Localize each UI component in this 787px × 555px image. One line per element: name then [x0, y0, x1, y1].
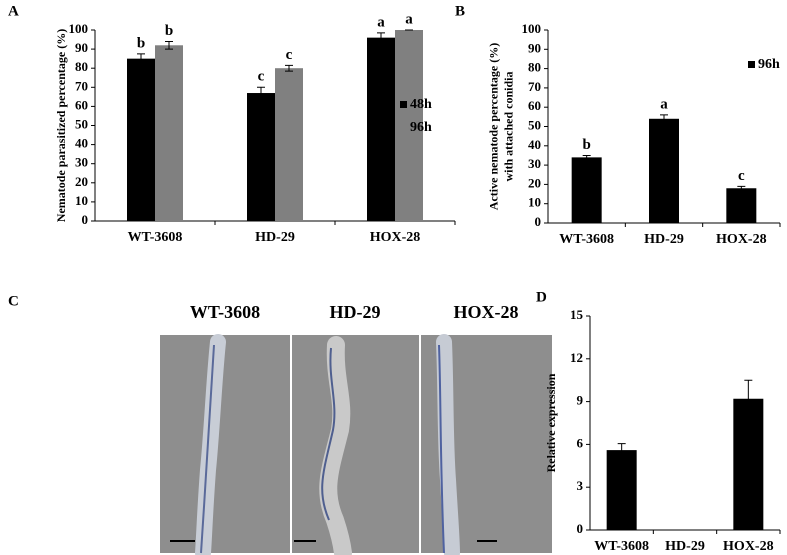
bar — [726, 188, 757, 223]
x-tick-label: HOX-28 — [716, 232, 767, 247]
y-tick-label: 15 — [570, 307, 584, 322]
y-tick-label: 30 — [528, 156, 541, 171]
error-bar — [377, 32, 385, 43]
panel-label: C — [8, 293, 19, 309]
significance-letter: a — [405, 11, 413, 27]
significance-letter: c — [258, 69, 265, 85]
bar — [155, 45, 183, 221]
x-tick-label: HD-29 — [255, 230, 295, 245]
y-tick-label: 100 — [69, 21, 89, 36]
y-tick-label: 70 — [528, 79, 541, 94]
legend-swatch — [400, 101, 407, 108]
bar — [367, 37, 395, 221]
error-bar — [137, 53, 145, 64]
y-tick-label: 50 — [75, 116, 88, 131]
image-title: HOX-28 — [454, 302, 519, 322]
y-tick-label: 20 — [528, 175, 541, 190]
error-bar — [285, 64, 293, 72]
panel-label: A — [8, 3, 19, 19]
error-bar — [617, 443, 626, 458]
significance-letter: c — [738, 168, 745, 184]
x-tick-label: HOX-28 — [723, 539, 774, 554]
image-title: WT-3608 — [190, 302, 260, 322]
error-bar — [582, 154, 591, 160]
y-axis-label: Active nematode percentage (%) — [486, 43, 500, 210]
significance-letter: a — [660, 96, 668, 112]
error-bar — [257, 86, 265, 100]
nematode-edge — [438, 344, 445, 554]
significance-letter: b — [582, 137, 590, 153]
panel-label: B — [455, 3, 465, 19]
y-tick-label: 40 — [75, 136, 88, 151]
error-bar — [744, 379, 753, 418]
legend-label: 96h — [410, 120, 432, 135]
x-tick-label: HD-29 — [644, 232, 684, 247]
y-tick-label: 0 — [82, 212, 89, 227]
panel-label: D — [536, 289, 547, 305]
y-tick-label: 6 — [577, 435, 584, 450]
y-tick-label: 60 — [75, 97, 88, 112]
y-tick-label: 9 — [577, 393, 584, 408]
x-tick-label: WT-3608 — [128, 230, 183, 245]
x-tick-label: HD-29 — [665, 539, 705, 554]
legend-label: 48h — [410, 97, 432, 112]
significance-letter: b — [165, 23, 173, 39]
y-tick-label: 40 — [528, 137, 541, 152]
y-tick-label: 0 — [577, 521, 584, 536]
y-tick-label: 0 — [535, 214, 542, 229]
y-tick-label: 90 — [528, 40, 541, 55]
legend-swatch — [400, 124, 407, 131]
y-tick-label: 10 — [528, 195, 541, 210]
y-tick-label: 20 — [75, 174, 88, 189]
nematode-edge — [321, 347, 336, 521]
x-tick-label: WT-3608 — [594, 539, 649, 554]
y-tick-label: 80 — [75, 59, 88, 74]
nematode — [195, 334, 226, 555]
nematode — [319, 336, 352, 555]
bar — [649, 118, 679, 223]
significance-letter: b — [137, 35, 145, 51]
y-tick-label: 80 — [528, 60, 541, 75]
y-tick-label: 100 — [522, 21, 542, 36]
error-bar — [165, 40, 173, 50]
y-axis-label: with attached conidia — [501, 71, 515, 181]
bar — [247, 93, 275, 221]
legend-swatch — [748, 61, 755, 68]
bar — [395, 30, 423, 221]
micrographs — [160, 334, 552, 555]
bar — [127, 58, 155, 222]
y-tick-label: 70 — [75, 78, 88, 93]
y-tick-label: 12 — [570, 350, 583, 365]
nematode — [436, 334, 460, 555]
x-tick-label: WT-3608 — [559, 232, 614, 247]
y-tick-label: 90 — [75, 40, 88, 55]
bar — [733, 398, 764, 530]
image — [292, 335, 419, 553]
legend-label: 96h — [758, 57, 780, 72]
y-tick-label: 3 — [577, 478, 584, 493]
error-bar — [660, 114, 668, 124]
error-bar — [737, 185, 746, 191]
significance-letter: a — [377, 14, 385, 30]
bar — [571, 157, 602, 223]
y-axis-label: Relative expression — [544, 373, 558, 472]
bar — [275, 68, 303, 221]
significance-letter: c — [286, 47, 293, 63]
y-tick-label: 30 — [75, 155, 88, 170]
image-title: HD-29 — [330, 302, 381, 322]
nematode-edge — [200, 344, 215, 554]
image — [160, 335, 290, 553]
y-tick-label: 10 — [75, 193, 88, 208]
y-tick-label: 50 — [528, 117, 541, 132]
x-tick-label: HOX-28 — [370, 230, 421, 245]
y-tick-label: 60 — [528, 98, 541, 113]
bar — [606, 450, 637, 530]
y-axis-label: Nematode parasitized percentage (%) — [54, 29, 68, 222]
